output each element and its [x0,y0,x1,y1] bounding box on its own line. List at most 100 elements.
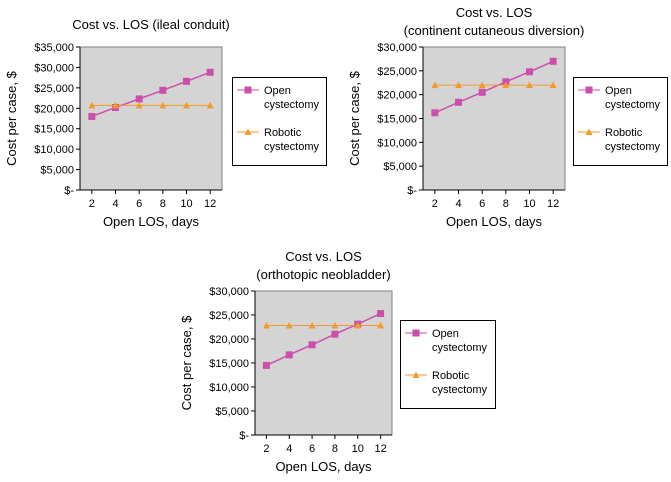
y-tick-label: $5,000 [40,165,74,177]
chart-title: Cost vs. LOS (ileal conduit) [72,17,230,32]
legend-key [405,329,427,337]
x-tick-label: 8 [503,198,509,210]
x-tick-label: 6 [479,198,485,210]
point [549,57,557,65]
y-tick-label: $5,000 [383,161,417,173]
legend-label: Open cystectomy [432,328,488,354]
point [206,68,214,76]
y-tick-label: $35,000 [34,42,74,54]
point [159,101,167,109]
y-tick-label: $10,000 [34,144,74,156]
point [159,86,167,94]
x-tick-label: 12 [547,198,559,210]
point [331,322,339,329]
x-tick-label: 2 [432,198,438,210]
y-axis-label: Cost per case, $ [347,70,362,165]
y-tick-label: $25,000 [209,310,249,322]
x-tick-label: 10 [180,198,192,210]
x-tick-label: 2 [89,198,95,210]
point [526,81,533,89]
point [285,322,293,329]
point [183,101,190,109]
point [549,81,557,89]
point [431,109,439,117]
legend: Open cystectomy Robotic cystectomy [232,77,327,166]
point [585,128,593,135]
x-tick-label: 12 [374,443,386,455]
legend-label: Robotic cystectomy [264,127,320,153]
legend-label: Open cystectomy [264,85,320,111]
x-tick-label: 10 [523,198,535,210]
point [455,81,462,89]
point [526,68,533,76]
plot-area [79,46,223,191]
point [135,101,143,109]
y-tick-label: $20,000 [209,334,249,346]
y-tick-label: $15,000 [34,124,74,136]
plot-area [422,46,566,191]
point [183,77,190,85]
x-tick-label: 4 [286,443,292,455]
point [412,371,420,378]
x-tick-label: 6 [309,443,315,455]
chart-subtitle: (orthotopic neobladder) [256,267,390,282]
y-tick-label: $30,000 [209,286,249,298]
point [262,361,270,369]
point [262,322,270,329]
x-tick-label: 6 [136,198,142,210]
legend: Open cystectomy Robotic cystectomy [573,77,668,166]
legend-label: Open cystectomy [605,85,661,111]
y-tick-label: $- [64,185,74,197]
legend-key [578,128,600,135]
point [331,330,339,338]
y-tick-label: $30,000 [34,62,74,74]
point [308,322,316,329]
legend-key [405,371,427,378]
chart-title: Cost vs. LOS [456,5,533,20]
x-axis-label: Open LOS, days [446,214,543,229]
point [377,322,385,329]
y-tick-label: $15,000 [209,358,249,370]
point [112,101,119,109]
x-axis-label: Open LOS, days [103,214,200,229]
plot-area [254,290,393,436]
legend-item: Robotic cystectomy [576,126,665,154]
point [88,112,96,120]
series-line [434,60,554,114]
y-tick-label: $10,000 [209,382,249,394]
legend-key [237,86,259,94]
legend-item: Open cystectomy [403,327,493,355]
point [135,95,143,103]
point [478,81,486,89]
point [285,351,293,359]
x-axis-label: Open LOS, days [275,459,372,474]
x-tick-label: 12 [204,198,216,210]
point [244,86,252,94]
point [455,98,462,106]
point [88,101,96,109]
y-axis-label: Cost per case, $ [4,70,19,165]
x-tick-label: 8 [332,443,338,455]
point [585,86,593,94]
series-line [91,71,211,118]
chart-title: Cost vs. LOS [285,249,362,264]
x-tick-label: 4 [112,198,118,210]
y-tick-label: $25,000 [377,66,417,78]
legend-item: Open cystectomy [235,84,324,112]
y-tick-label: $25,000 [34,83,74,95]
point [244,128,252,135]
point [354,322,362,329]
y-tick-label: $15,000 [377,114,417,126]
point [431,81,439,89]
legend-key [578,86,600,94]
y-tick-label: $- [407,185,417,197]
legend: Open cystectomy Robotic cystectomy [400,320,496,409]
y-tick-label: $10,000 [377,137,417,149]
y-tick-label: $- [239,430,249,442]
legend-item: Robotic cystectomy [235,126,324,154]
y-tick-label: $30,000 [377,42,417,54]
y-tick-label: $20,000 [34,103,74,115]
y-tick-label: $5,000 [215,406,249,418]
